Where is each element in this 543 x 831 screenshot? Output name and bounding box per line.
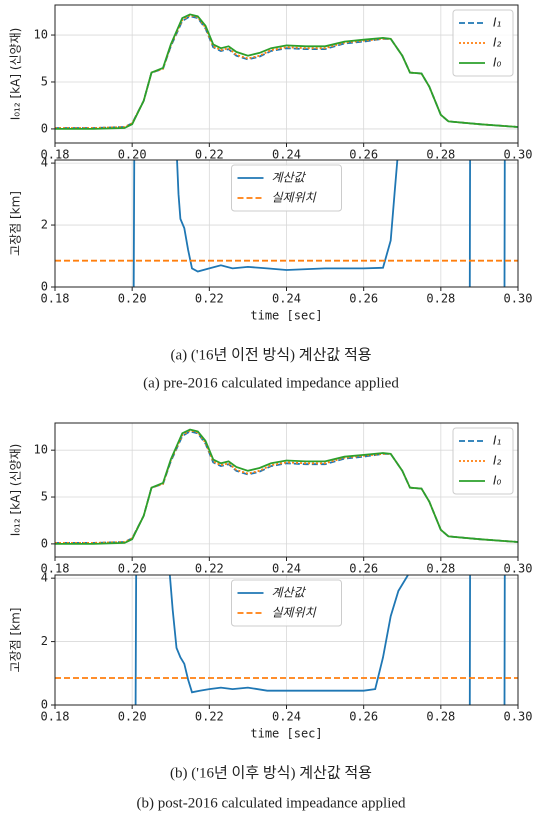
legend-label: 계산값: [272, 586, 307, 600]
y-axis-label: 고장점 [km]: [9, 191, 23, 256]
x-tick-label: 0.24: [272, 148, 301, 162]
x-tick-label: 0.18: [41, 292, 70, 306]
x-tick-label: 0.30: [504, 148, 533, 162]
x-tick-label: 0.20: [118, 562, 147, 576]
y-tick-label: 4: [41, 156, 48, 170]
y-tick-label: 0: [41, 698, 48, 712]
x-tick-label: 0.30: [504, 562, 533, 576]
y-axis-label: I₀₁₂ [kA] (신양재): [9, 28, 23, 121]
x-tick-label: 0.20: [118, 710, 147, 724]
axes-frame: [54, 574, 519, 706]
legend-label: I₀: [493, 56, 502, 70]
series-line: [134, 575, 506, 705]
caption: (a) pre-2016 calculated impedance applie…: [143, 375, 399, 391]
series-line: [55, 428, 518, 545]
x-tick-label: 0.30: [504, 710, 533, 724]
legend-box: [231, 164, 342, 212]
x-tick-label: 0.28: [426, 710, 455, 724]
legend-label: I₁: [493, 16, 502, 30]
caption: (b) post-2016 calculated impeadance appl…: [136, 795, 406, 811]
x-tick-label: 0.26: [349, 292, 378, 306]
x-tick-label: 0.20: [118, 292, 147, 306]
y-tick-label: 5: [41, 490, 48, 504]
x-tick-label: 0.24: [272, 562, 301, 576]
series-line: [55, 13, 518, 130]
legend-label: I₂: [493, 36, 502, 50]
x-tick-label: 0.20: [118, 148, 147, 162]
x-tick-label: 0.22: [195, 148, 224, 162]
x-axis-label: time [sec]: [250, 309, 322, 323]
x-tick-label: 0.26: [349, 148, 378, 162]
x-tick-label: 0.18: [41, 562, 70, 576]
caption: (a) ('16년 이전 방식) 계산값 적용: [170, 346, 371, 363]
axes-frame: [54, 422, 519, 558]
y-tick-label: 2: [41, 634, 48, 648]
y-tick-label: 0: [41, 536, 48, 550]
y-tick-label: 4: [41, 571, 48, 585]
y-tick-label: 2: [41, 218, 48, 232]
caption: (b) ('16년 이후 방식) 계산값 적용: [170, 764, 372, 781]
x-tick-label: 0.28: [426, 148, 455, 162]
y-axis-label: I₀₁₂ [kA] (신양재): [9, 444, 23, 537]
legend-label: 실제위치: [272, 191, 317, 205]
x-tick-label: 0.26: [349, 562, 378, 576]
x-tick-label: 0.28: [426, 562, 455, 576]
x-axis-label: time [sec]: [250, 727, 322, 741]
x-tick-label: 0.22: [195, 710, 224, 724]
legend-box: [231, 579, 342, 627]
x-tick-label: 0.18: [41, 710, 70, 724]
y-tick-label: 10: [34, 28, 48, 42]
x-tick-label: 0.28: [426, 292, 455, 306]
x-tick-label: 0.22: [195, 292, 224, 306]
y-axis-label: 고장점 [km]: [9, 608, 23, 673]
legend-label: I₀: [493, 474, 502, 488]
x-tick-label: 0.24: [272, 710, 301, 724]
x-tick-label: 0.30: [504, 292, 533, 306]
legend-label: I₂: [493, 454, 502, 468]
legend-label: I₁: [493, 434, 502, 448]
legend-label: 계산값: [272, 171, 307, 185]
plot-area: [55, 160, 518, 287]
plot-area: [55, 575, 518, 705]
legend-label: 실제위치: [272, 606, 317, 620]
plot-area: [55, 13, 518, 130]
y-tick-label: 0: [41, 121, 48, 135]
x-tick-label: 0.24: [272, 292, 301, 306]
y-tick-label: 10: [34, 443, 48, 457]
x-tick-label: 0.18: [41, 148, 70, 162]
x-tick-label: 0.26: [349, 710, 378, 724]
x-tick-label: 0.22: [195, 562, 224, 576]
y-tick-label: 0: [41, 280, 48, 294]
series-line: [132, 160, 506, 287]
axes-frame: [54, 159, 519, 288]
plot-area: [55, 428, 518, 545]
axes-frame: [54, 4, 519, 144]
y-tick-label: 5: [41, 74, 48, 88]
